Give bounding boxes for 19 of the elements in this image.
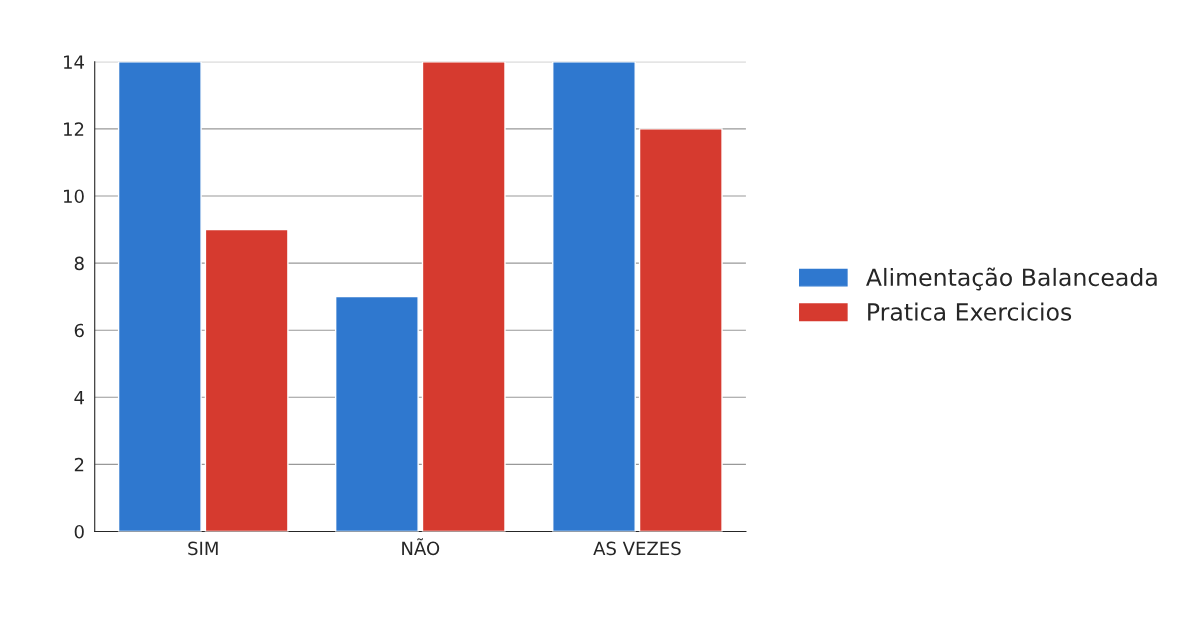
x-tick-label: NÃO	[402, 538, 440, 556]
y-tick-label: 10	[64, 189, 84, 204]
bar	[638, 128, 723, 532]
bar	[117, 61, 202, 532]
legend-label: Pratica Exercicios	[868, 302, 1072, 321]
bar	[204, 228, 289, 532]
y-tick-label: 12	[64, 122, 84, 136]
bar	[421, 61, 506, 532]
y-tick-label: 8	[74, 256, 84, 271]
y-tick-label: 6	[74, 323, 84, 338]
legend-label: Alimentação Balanceada	[866, 267, 1157, 291]
y-tick-label: 2	[74, 457, 84, 472]
bar	[552, 61, 636, 532]
x-tick-label: AS VEZES	[593, 541, 681, 556]
bar	[334, 295, 419, 532]
x-tick-label: SIM	[188, 541, 218, 556]
y-tick-label: 14	[64, 55, 84, 69]
y-tick-label: 0	[74, 524, 84, 539]
y-tick-label: 4	[74, 390, 84, 405]
